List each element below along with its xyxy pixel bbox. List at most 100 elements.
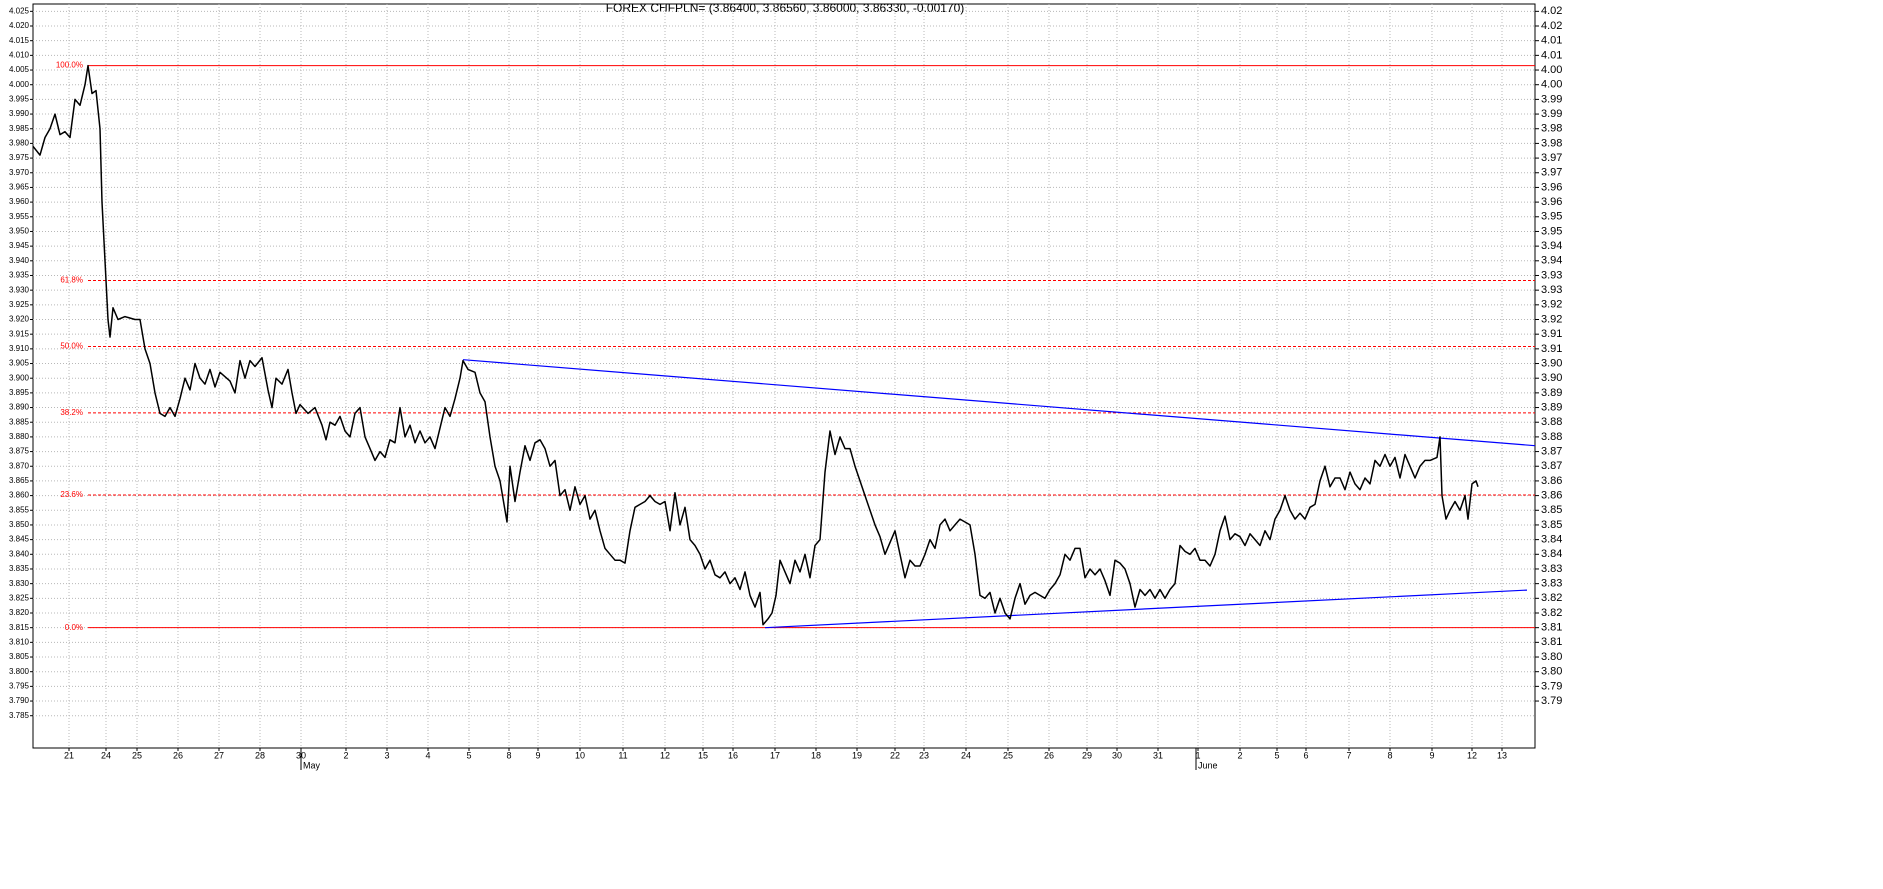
- y-tick-label: 3.920: [9, 315, 30, 324]
- x-tick-label: 6: [1303, 750, 1308, 760]
- y-tick-label: 3.890: [9, 403, 30, 412]
- x-tick-label: 25: [132, 750, 142, 760]
- x-tick-label: 12: [660, 750, 670, 760]
- y-tick-label: 3.995: [9, 94, 30, 103]
- y-tick-label: 3.895: [9, 388, 30, 397]
- y2-tick-label: 3.99: [1541, 108, 1562, 120]
- x-tick-label: 5: [466, 750, 471, 760]
- chart-title: FOREX CHFPLN= (3.86400, 3.86560, 3.86000…: [606, 1, 965, 15]
- y2-tick-label: 3.95: [1541, 225, 1562, 237]
- y-tick-label: 3.880: [9, 432, 30, 441]
- y2-tick-label: 3.79: [1541, 680, 1562, 692]
- y-tick-label: 3.960: [9, 197, 30, 206]
- y-tick-label: 3.915: [9, 329, 30, 338]
- y2-tick-label: 3.91: [1541, 328, 1562, 340]
- price-line: [32, 64, 1479, 626]
- y-tick-label: 3.785: [9, 711, 30, 720]
- y2-tick-label: 3.96: [1541, 196, 1562, 208]
- y2-tick-label: 3.95: [1541, 211, 1562, 223]
- y-tick-label: 3.910: [9, 344, 30, 353]
- y-tick-label: 3.805: [9, 652, 30, 661]
- x-tick-label: 30: [1112, 750, 1122, 760]
- x-tick-label: 3: [384, 750, 389, 760]
- x-tick-label: 12: [1467, 750, 1477, 760]
- y-tick-label: 3.965: [9, 183, 30, 192]
- y-tick-label: 3.950: [9, 227, 30, 236]
- y2-tick-label: 3.80: [1541, 666, 1562, 678]
- x-tick-label: 31: [1153, 750, 1163, 760]
- y2-tick-label: 3.85: [1541, 504, 1562, 516]
- y-tick-label: 3.865: [9, 476, 30, 485]
- x-tick-label: 2: [343, 750, 348, 760]
- y-tick-label: 3.970: [9, 168, 30, 177]
- y-tick-label: 3.980: [9, 139, 30, 148]
- x-tick-label: 29: [1082, 750, 1092, 760]
- y-tick-label: 3.990: [9, 109, 30, 118]
- x-tick-label: 26: [173, 750, 183, 760]
- y-tick-label: 3.810: [9, 637, 30, 646]
- fib-label: 50.0%: [60, 342, 83, 351]
- x-tick-label: 24: [101, 750, 111, 760]
- y-tick-label: 3.900: [9, 373, 30, 382]
- y-tick-label: 4.020: [9, 21, 30, 30]
- x-tick-label: 25: [1003, 750, 1013, 760]
- x-tick-label: 16: [728, 750, 738, 760]
- plot-area: [32, 3, 1536, 749]
- y2-tick-label: 3.86: [1541, 490, 1562, 502]
- x-tick-label: 5: [1274, 750, 1279, 760]
- x-tick-label: 22: [890, 750, 900, 760]
- fib-label: 61.8%: [60, 276, 83, 285]
- y2-tick-label: 3.93: [1541, 284, 1562, 296]
- y2-tick-label: 3.89: [1541, 387, 1562, 399]
- y2-tick-label: 3.79: [1541, 695, 1562, 707]
- x-tick-label: 24: [961, 750, 971, 760]
- y-tick-label: 3.870: [9, 461, 30, 470]
- y2-tick-label: 3.94: [1541, 240, 1562, 252]
- x-tick-label: 8: [1387, 750, 1392, 760]
- y2-tick-label: 3.82: [1541, 607, 1562, 619]
- fib-label: 38.2%: [60, 408, 83, 417]
- y2-tick-label: 3.88: [1541, 416, 1562, 428]
- y2-tick-label: 3.80: [1541, 651, 1562, 663]
- x-tick-label: 17: [770, 750, 780, 760]
- y-tick-label: 3.930: [9, 285, 30, 294]
- y2-tick-label: 3.87: [1541, 460, 1562, 472]
- y2-tick-label: 3.90: [1541, 357, 1562, 369]
- y2-tick-label: 4.00: [1541, 79, 1562, 91]
- y-tick-label: 3.790: [9, 696, 30, 705]
- y2-tick-label: 4.02: [1541, 5, 1562, 17]
- y2-tick-label: 3.92: [1541, 313, 1562, 325]
- y2-tick-label: 3.91: [1541, 343, 1562, 355]
- y-tick-label: 3.855: [9, 505, 30, 514]
- y-tick-label: 3.835: [9, 564, 30, 573]
- y-tick-label: 3.840: [9, 549, 30, 558]
- x-tick-label: 23: [919, 750, 929, 760]
- y2-tick-label: 3.98: [1541, 137, 1562, 149]
- y2-tick-label: 3.84: [1541, 534, 1562, 546]
- trend-line: [462, 359, 1536, 447]
- x-tick-label: 27: [214, 750, 224, 760]
- y2-tick-label: 3.86: [1541, 475, 1562, 487]
- y-tick-label: 4.000: [9, 80, 30, 89]
- y2-tick-label: 3.81: [1541, 636, 1562, 648]
- y2-tick-label: 3.82: [1541, 592, 1562, 604]
- y2-tick-label: 3.83: [1541, 563, 1562, 575]
- y2-tick-label: 3.97: [1541, 152, 1562, 164]
- x-tick-label: 13: [1497, 750, 1507, 760]
- fib-label: 23.6%: [60, 490, 83, 499]
- x-tick-label: 18: [811, 750, 821, 760]
- y2-tick-label: 3.85: [1541, 519, 1562, 531]
- y2-tick-label: 3.89: [1541, 401, 1562, 413]
- y-tick-label: 3.825: [9, 593, 30, 602]
- y-tick-label: 3.795: [9, 681, 30, 690]
- fib-label: 100.0%: [56, 61, 83, 70]
- y-tick-label: 4.010: [9, 50, 30, 59]
- x-tick-label: 15: [698, 750, 708, 760]
- y2-tick-label: 3.84: [1541, 548, 1562, 560]
- x-tick-label: 26: [1044, 750, 1054, 760]
- y-tick-label: 3.985: [9, 124, 30, 133]
- y-tick-label: 3.885: [9, 417, 30, 426]
- y2-tick-label: 3.88: [1541, 431, 1562, 443]
- x-tick-label: 9: [535, 750, 540, 760]
- y2-tick-label: 3.81: [1541, 622, 1562, 634]
